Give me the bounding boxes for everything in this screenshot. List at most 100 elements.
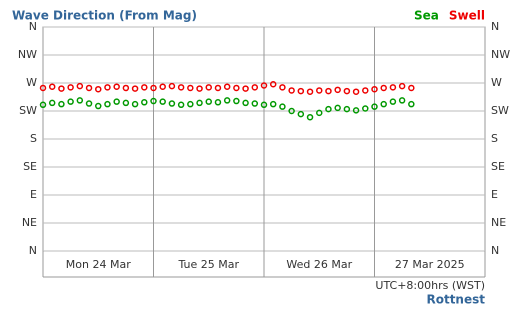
data-point bbox=[389, 98, 397, 105]
data-point bbox=[242, 85, 249, 92]
data-point bbox=[168, 82, 176, 90]
data-point bbox=[196, 85, 203, 92]
data-point bbox=[251, 84, 259, 91]
x-tick-label: Tue 25 Mar bbox=[177, 258, 239, 271]
data-point bbox=[288, 107, 295, 115]
data-point bbox=[316, 109, 323, 117]
data-point bbox=[316, 87, 323, 94]
y2-tick-label: NE bbox=[491, 216, 506, 229]
y-tick-label: N bbox=[29, 244, 37, 257]
data-point bbox=[352, 88, 360, 95]
data-point bbox=[95, 102, 102, 110]
data-point bbox=[39, 101, 47, 109]
data-point bbox=[113, 83, 120, 90]
data-point bbox=[408, 84, 415, 92]
data-point bbox=[141, 84, 148, 91]
data-point bbox=[269, 80, 277, 88]
data-point bbox=[67, 84, 74, 91]
data-point bbox=[398, 82, 406, 90]
data-point bbox=[58, 85, 65, 92]
y-tick-label: W bbox=[26, 76, 37, 89]
y2-tick-label: N bbox=[491, 244, 499, 257]
data-point bbox=[168, 100, 176, 107]
data-point bbox=[325, 87, 332, 95]
data-point bbox=[408, 100, 415, 108]
data-point bbox=[187, 100, 194, 108]
timezone: UTC+8:00hrs (WST) bbox=[375, 279, 485, 292]
legend-label: Swell bbox=[449, 9, 485, 23]
data-point bbox=[223, 97, 231, 104]
x-tick-label: Wed 26 Mar bbox=[286, 258, 352, 271]
data-point bbox=[233, 97, 240, 105]
y-tick-label: N bbox=[29, 20, 37, 33]
data-point bbox=[159, 98, 166, 105]
data-point bbox=[389, 84, 397, 91]
y2-tick-label: NW bbox=[491, 48, 510, 61]
data-point bbox=[48, 99, 56, 107]
data-point bbox=[58, 100, 65, 108]
data-point bbox=[214, 99, 222, 106]
data-point bbox=[260, 101, 268, 109]
location: Rottnest bbox=[426, 293, 485, 307]
data-point bbox=[380, 100, 387, 108]
data-point bbox=[48, 83, 56, 90]
data-point bbox=[67, 98, 74, 105]
data-point bbox=[371, 85, 378, 93]
data-point bbox=[113, 98, 120, 105]
data-point bbox=[279, 84, 286, 91]
data-point bbox=[131, 100, 139, 108]
y2-tick-label: SE bbox=[491, 160, 505, 173]
chart-title: Wave Direction (From Mag) bbox=[12, 9, 197, 23]
data-point bbox=[177, 101, 185, 109]
x-tick-label: 27 Mar 2025 bbox=[395, 258, 465, 271]
x-tick-label: Mon 24 Mar bbox=[66, 258, 131, 271]
data-point bbox=[343, 105, 351, 113]
data-point bbox=[362, 105, 369, 112]
data-point bbox=[297, 110, 305, 118]
data-point bbox=[352, 107, 360, 114]
data-point bbox=[251, 100, 259, 107]
y-tick-label: NE bbox=[22, 216, 37, 229]
data-point bbox=[343, 87, 351, 95]
data-point bbox=[85, 100, 93, 107]
y-tick-label: S bbox=[30, 132, 37, 145]
y2-tick-label: SW bbox=[491, 104, 509, 117]
data-point bbox=[334, 104, 341, 112]
data-point bbox=[242, 99, 249, 107]
legend-label: Sea bbox=[414, 9, 439, 23]
data-point bbox=[233, 84, 240, 92]
data-point bbox=[122, 84, 130, 92]
data-point bbox=[279, 103, 286, 110]
data-point bbox=[187, 84, 194, 92]
data-point bbox=[362, 87, 369, 94]
data-point bbox=[260, 82, 268, 89]
data-point bbox=[76, 97, 84, 104]
data-point bbox=[76, 82, 84, 90]
data-point bbox=[122, 99, 130, 107]
data-point bbox=[39, 84, 47, 92]
data-point bbox=[223, 83, 231, 90]
y2-tick-label: W bbox=[491, 76, 502, 89]
data-point bbox=[334, 86, 341, 94]
data-point bbox=[325, 105, 332, 113]
data-point bbox=[297, 87, 305, 95]
data-point bbox=[269, 100, 277, 108]
data-point bbox=[288, 87, 295, 94]
y-tick-label: SE bbox=[23, 160, 37, 173]
data-point bbox=[95, 85, 102, 93]
data-point bbox=[85, 84, 93, 92]
data-point bbox=[104, 84, 111, 91]
data-point bbox=[306, 113, 314, 121]
data-point bbox=[177, 84, 185, 91]
data-point bbox=[104, 100, 111, 108]
data-point bbox=[159, 83, 166, 90]
y-tick-label: E bbox=[30, 188, 37, 201]
data-point bbox=[131, 85, 139, 92]
y2-tick-label: N bbox=[491, 20, 499, 33]
data-point bbox=[141, 99, 148, 106]
data-point bbox=[306, 88, 314, 95]
data-point bbox=[205, 84, 212, 91]
y2-tick-label: S bbox=[491, 132, 498, 145]
data-point bbox=[150, 84, 157, 92]
